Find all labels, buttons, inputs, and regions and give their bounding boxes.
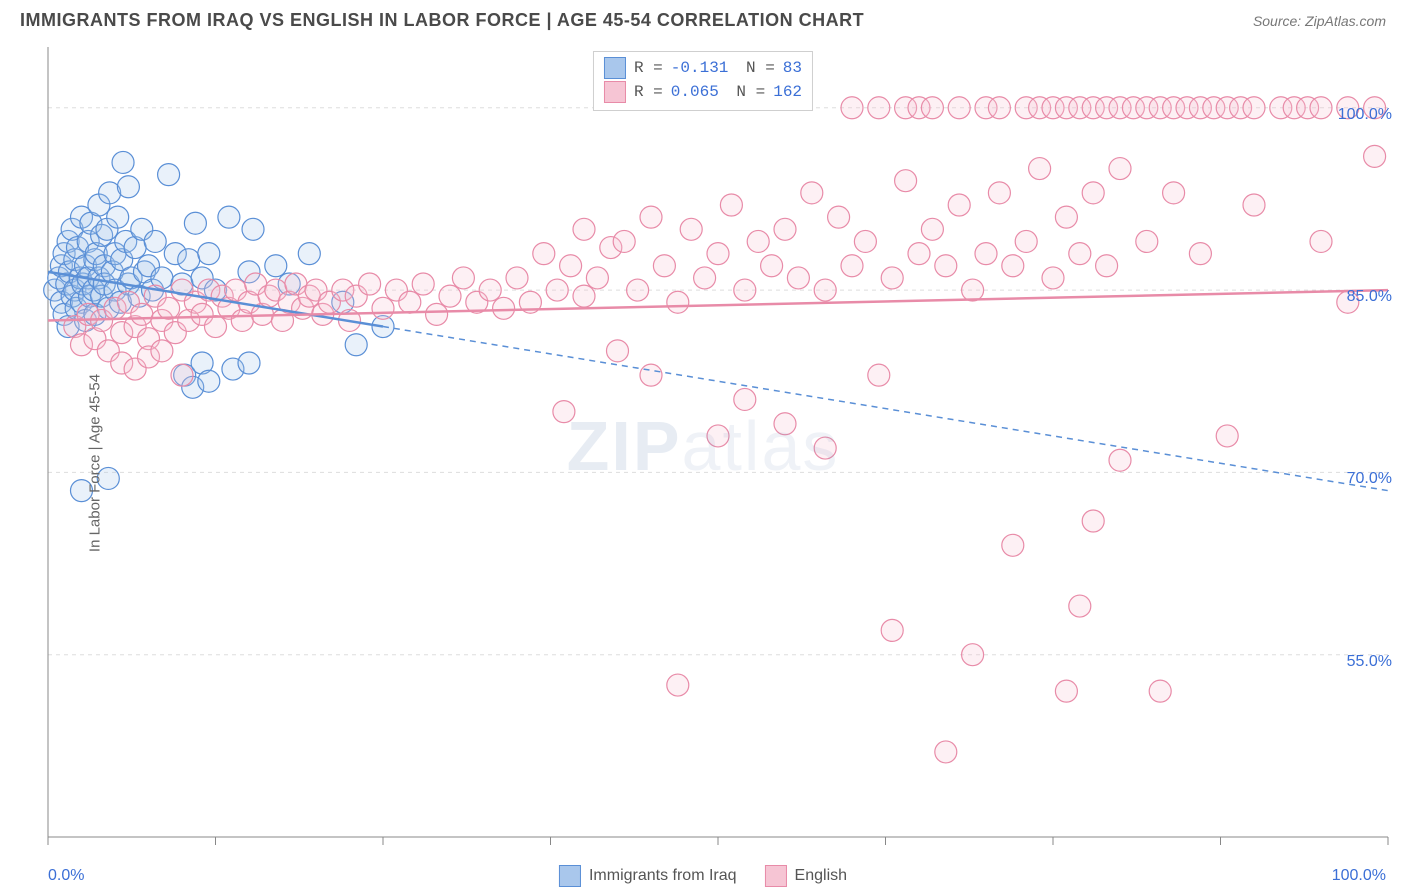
- chart-container: In Labor Force | Age 45-54 ZIPatlas R = …: [0, 37, 1406, 889]
- chart-header: IMMIGRANTS FROM IRAQ VS ENGLISH IN LABOR…: [0, 0, 1406, 37]
- y-tick-label: 55.0%: [1347, 653, 1392, 671]
- legend-item-iraq: Immigrants from Iraq: [559, 865, 737, 887]
- chart-title: IMMIGRANTS FROM IRAQ VS ENGLISH IN LABOR…: [20, 10, 864, 31]
- y-tick-label: 85.0%: [1347, 288, 1392, 306]
- swatch-english-icon: [765, 865, 787, 887]
- y-tick-label: 70.0%: [1347, 470, 1392, 488]
- legend-row-english: R = 0.065 N = 162: [604, 80, 802, 104]
- correlation-legend: R = -0.131 N = 83 R = 0.065 N = 162: [593, 51, 813, 111]
- x-tick-min: 0.0%: [48, 867, 84, 885]
- legend-item-english: English: [765, 865, 847, 887]
- chart-source: Source: ZipAtlas.com: [1253, 13, 1386, 29]
- scatter-chart: [0, 37, 1406, 889]
- swatch-iraq-icon: [559, 865, 581, 887]
- swatch-iraq: [604, 57, 626, 79]
- swatch-english: [604, 81, 626, 103]
- y-axis-label: In Labor Force | Age 45-54: [87, 374, 104, 552]
- y-tick-label: 100.0%: [1338, 106, 1392, 124]
- legend-row-iraq: R = -0.131 N = 83: [604, 56, 802, 80]
- x-tick-max: 100.0%: [1332, 867, 1386, 885]
- series-legend: Immigrants from Iraq English: [559, 865, 847, 887]
